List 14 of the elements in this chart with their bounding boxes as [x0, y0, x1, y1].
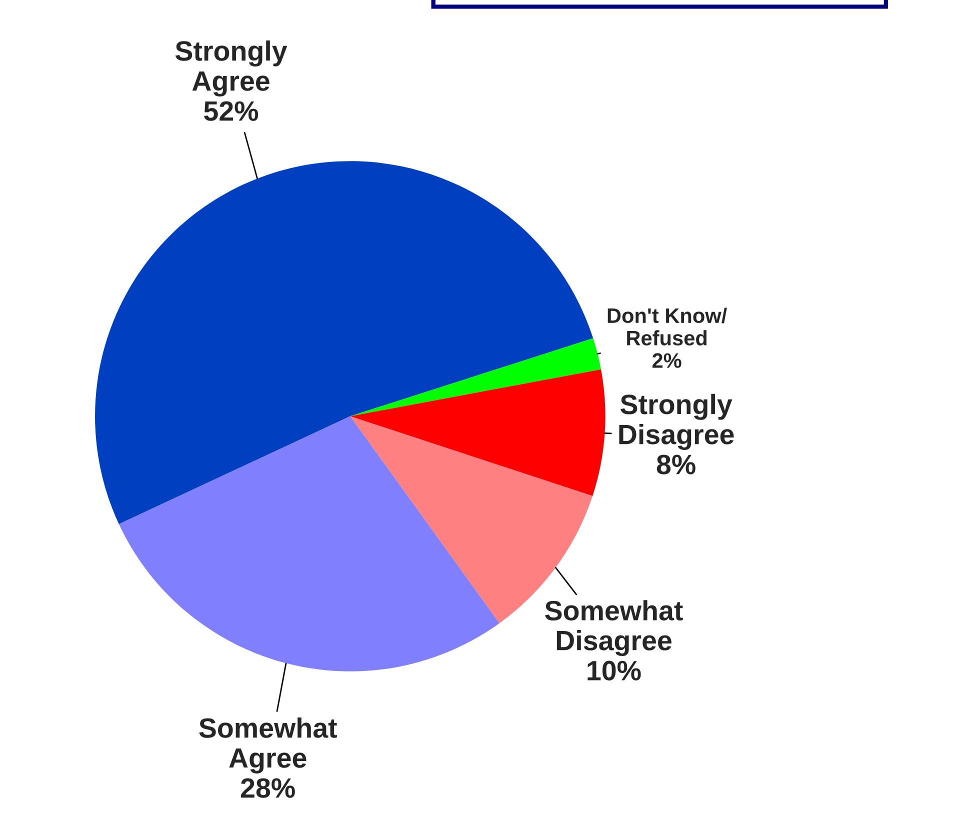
- pie-slice: [95, 161, 594, 524]
- data-label: 10%: [588, 660, 641, 680]
- slice-label: Don't Know/ Refused: [608, 308, 727, 346]
- pie-slice: [118, 416, 500, 672]
- slice-label: Strongly Agree: [175, 40, 288, 97]
- slice-label: Somewhat Disagree: [545, 600, 683, 656]
- data-label: 52%: [204, 101, 258, 121]
- pie-slice: [350, 369, 606, 496]
- data-label: 2%: [652, 353, 682, 368]
- data-label: 28%: [241, 778, 295, 798]
- slice-label: Somewhat Agree: [199, 718, 337, 774]
- pie-slice: [350, 338, 601, 416]
- data-label: 8%: [656, 454, 696, 474]
- slice-label: Strongly Disagree: [619, 394, 734, 450]
